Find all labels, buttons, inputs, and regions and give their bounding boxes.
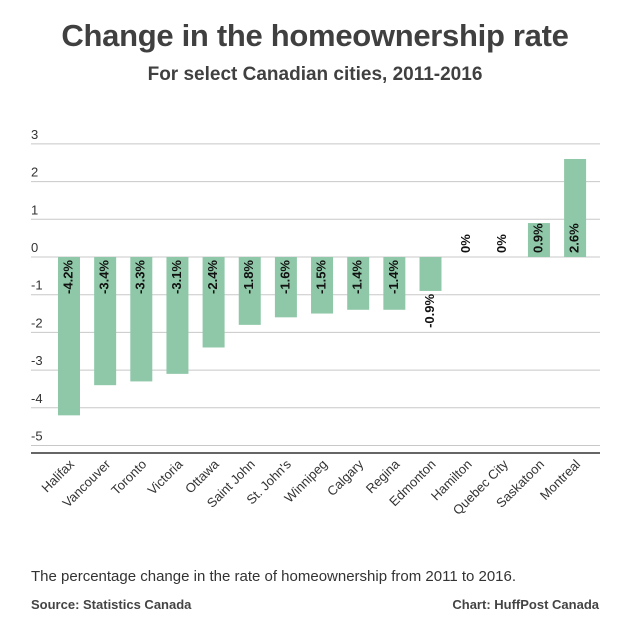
data-label: -1.4% (386, 260, 401, 294)
source-credit: Source: Statistics Canada (31, 597, 192, 612)
bar (419, 257, 442, 291)
data-label: -1.6% (277, 260, 292, 294)
y-tick-label: -5 (31, 429, 43, 444)
gridlines (31, 143, 600, 454)
x-tick-label: Calgary (324, 456, 367, 499)
data-label: -1.5% (313, 260, 328, 294)
y-tick-label: 2 (31, 165, 38, 180)
x-tick-label: Victoria (144, 456, 186, 498)
y-tick-label: -4 (31, 391, 43, 406)
data-label: -2.4% (205, 260, 220, 294)
bar (130, 257, 153, 382)
data-label: -0.9% (422, 293, 437, 327)
bar (564, 158, 587, 257)
data-label: -3.1% (169, 260, 184, 294)
y-tick-label: 0 (31, 240, 38, 255)
bar (166, 257, 189, 374)
bar (311, 257, 334, 314)
chart-note: The percentage change in the rate of hom… (31, 568, 517, 585)
bar (527, 223, 550, 257)
bar (238, 257, 261, 325)
x-axis-ticks: HalifaxVancouverTorontoVictoriaOttawaSai… (38, 456, 583, 518)
bar (383, 257, 406, 310)
y-axis-ticks: 3 2 1 0 -1 -2 -3 -4 -5 (31, 127, 43, 444)
chart-credit: Chart: HuffPost Canada (452, 597, 599, 612)
chart-title: Change in the homeownership rate (61, 18, 569, 53)
y-tick-label: -1 (31, 278, 43, 293)
bar (58, 257, 80, 416)
data-label: -1.4% (350, 260, 365, 294)
bar (202, 257, 225, 348)
x-tick-label: Toronto (108, 457, 149, 498)
data-labels: -4.2% -3.4% -3.3% -3.1% -2.4% -1.8% -1.6% -1.5%… (60, 223, 581, 328)
bars (58, 158, 587, 416)
y-tick-label: 1 (31, 202, 38, 217)
data-label: 0% (494, 234, 509, 253)
data-label: -4.2% (60, 260, 75, 294)
bar (94, 257, 117, 386)
y-tick-label: -3 (31, 353, 43, 368)
data-label: 0% (458, 234, 473, 253)
chart-subtitle: For select Canadian cities, 2011-2016 (147, 64, 483, 85)
data-label: 2.6% (567, 223, 582, 253)
y-tick-label: 3 (31, 127, 38, 142)
bar-chart: 3 2 1 0 -1 -2 -3 -4 -5 -4.2% -3.4% -3.3% -3.1% -2.4%… (31, 127, 600, 518)
data-label: -1.8% (241, 260, 256, 294)
bar (274, 257, 297, 318)
bar (347, 257, 370, 310)
x-tick-label: Montreal (537, 456, 583, 502)
data-label: -3.3% (133, 260, 148, 294)
y-tick-label: -2 (31, 315, 43, 330)
data-label: -3.4% (97, 260, 112, 294)
data-label: 0.9% (530, 223, 545, 253)
